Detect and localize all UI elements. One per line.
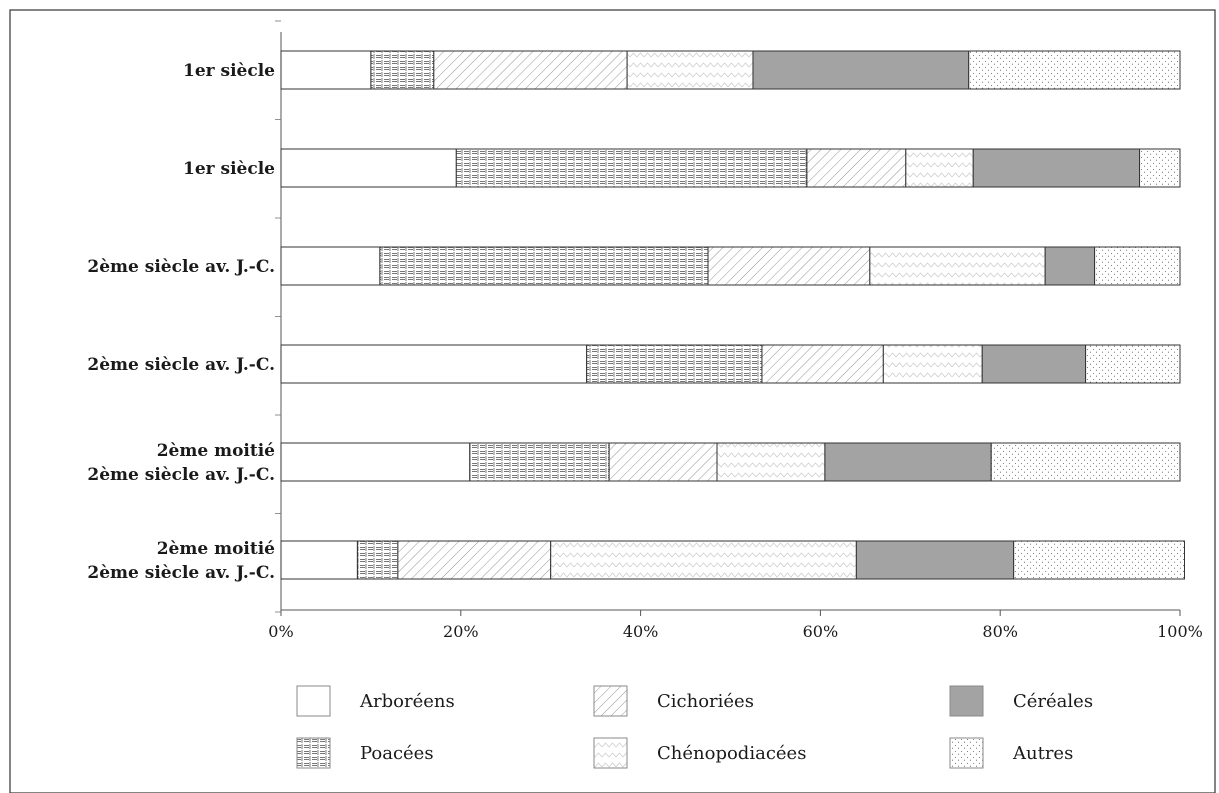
legend: Arboréens Poacées Cichoriées Chénopodiacées…	[297, 686, 1093, 768]
bar-segment-3-row-3	[708, 247, 870, 285]
bar-segment-2-row-6	[357, 541, 397, 579]
bar-segment-6-row-3	[1095, 247, 1180, 285]
category-label: 2ème siècle av. J.-C.	[87, 355, 275, 375]
bar-segment-4-row-5	[717, 443, 825, 481]
bar-segment-3-row-4	[762, 345, 883, 383]
legend-label-3: Cichoriées	[657, 691, 754, 712]
bar-segment-1-row-2	[281, 149, 456, 187]
legend-label-4: Chénopodiacées	[657, 743, 806, 764]
legend-swatch-2	[297, 738, 330, 768]
category-label: 2ème siècle av. J.-C.	[87, 465, 275, 485]
bar-segment-1-row-3	[281, 247, 380, 285]
legend-swatch-6	[950, 738, 983, 768]
legend-swatch-1	[297, 686, 330, 716]
bar-segment-5-row-5	[825, 443, 991, 481]
bar-segment-5-row-2	[973, 149, 1139, 187]
x-tick-label: 20%	[443, 622, 479, 641]
bar-segment-4-row-4	[883, 345, 982, 383]
bar-segment-1-row-5	[281, 443, 470, 481]
bar-segment-4-row-2	[906, 149, 973, 187]
category-label: 1er siècle	[183, 61, 275, 81]
bar-segment-5-row-4	[982, 345, 1085, 383]
bar-segment-2-row-1	[371, 51, 434, 89]
bar-segment-4-row-6	[551, 541, 857, 579]
bar-segment-1-row-6	[281, 541, 357, 579]
bars-layer	[281, 51, 1184, 579]
x-tick-label: 60%	[803, 622, 839, 641]
bar-segment-2-row-5	[470, 443, 609, 481]
x-tick-label: 0%	[268, 622, 293, 641]
axis-layer	[275, 21, 1180, 616]
legend-swatch-5	[950, 686, 983, 716]
bar-segment-6-row-1	[969, 51, 1180, 89]
x-tick-label: 40%	[623, 622, 659, 641]
category-label: 2ème moitié	[157, 539, 275, 559]
x-tick-label: 100%	[1157, 622, 1203, 641]
bar-segment-3-row-1	[434, 51, 627, 89]
category-label: 2ème siècle av. J.-C.	[87, 257, 275, 277]
category-label: 1er siècle	[183, 159, 275, 179]
bar-segment-3-row-5	[609, 443, 717, 481]
x-tick-label: 80%	[982, 622, 1018, 641]
legend-swatch-4	[594, 738, 627, 768]
bar-segment-6-row-4	[1086, 345, 1180, 383]
x-tick-labels: 0% 20% 40% 60% 80% 100%	[268, 622, 1203, 641]
bar-segment-3-row-6	[398, 541, 551, 579]
bar-segment-6-row-2	[1140, 149, 1180, 187]
bar-segment-2-row-2	[456, 149, 807, 187]
chart-frame	[10, 10, 1215, 793]
category-label: 2ème siècle av. J.-C.	[87, 563, 275, 583]
legend-label-1: Arboréens	[359, 691, 455, 712]
bar-segment-5-row-1	[753, 51, 969, 89]
bar-segment-6-row-5	[991, 443, 1180, 481]
bar-segment-4-row-3	[870, 247, 1045, 285]
legend-label-6: Autres	[1012, 743, 1073, 764]
bar-segment-3-row-2	[807, 149, 906, 187]
bar-segment-2-row-4	[587, 345, 762, 383]
bar-segment-1-row-1	[281, 51, 371, 89]
legend-label-5: Céréales	[1013, 691, 1093, 712]
bar-segment-5-row-3	[1045, 247, 1094, 285]
category-labels: 1er siècle 1er siècle 2ème siècle av. J.-C…	[87, 61, 275, 583]
legend-swatch-3	[594, 686, 627, 716]
bar-segment-2-row-3	[380, 247, 708, 285]
bar-segment-5-row-6	[856, 541, 1013, 579]
bar-segment-1-row-4	[281, 345, 587, 383]
legend-label-2: Poacées	[360, 743, 434, 764]
bar-segment-4-row-1	[627, 51, 753, 89]
bar-segment-6-row-6	[1014, 541, 1185, 579]
category-label: 2ème moitié	[157, 441, 275, 461]
